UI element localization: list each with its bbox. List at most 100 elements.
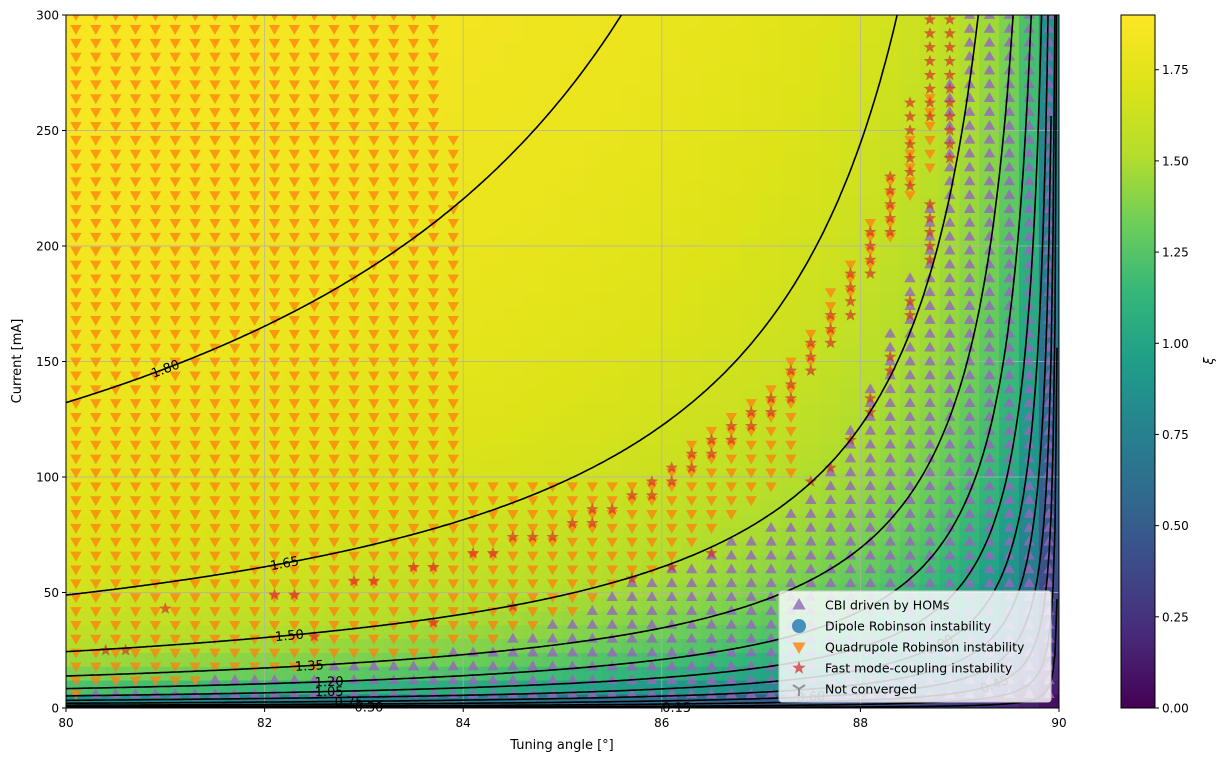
heatmap-cell <box>621 181 643 196</box>
heatmap-cell <box>740 375 762 390</box>
marker-cbi-hom <box>983 15 996 19</box>
heatmap-cell <box>562 153 583 168</box>
heatmap-cell <box>681 194 702 210</box>
heatmap-cell <box>601 70 623 85</box>
heatmap-cell <box>721 291 742 307</box>
heatmap-cell <box>363 652 385 667</box>
heatmap-cell <box>582 153 603 168</box>
heatmap-cell <box>721 388 742 404</box>
heatmap-cell <box>601 305 623 321</box>
heatmap-cell <box>820 139 841 154</box>
heatmap-cell <box>621 42 643 57</box>
heatmap-cell <box>542 278 563 293</box>
heatmap-cell <box>641 319 663 335</box>
heatmap-cell <box>601 347 623 362</box>
heatmap-cell <box>601 222 623 238</box>
heatmap-cell <box>661 402 682 418</box>
heatmap-cell <box>701 319 722 335</box>
heatmap-cell <box>701 42 722 57</box>
heatmap-cell <box>800 305 821 321</box>
heatmap-cell <box>522 291 543 307</box>
heatmap-cell <box>462 278 484 293</box>
heatmap-cell <box>800 430 821 445</box>
heatmap-cell <box>542 333 563 348</box>
heatmap-cell <box>899 236 921 251</box>
heatmap-cell <box>760 84 782 99</box>
heatmap-cell <box>820 347 841 362</box>
heatmap-cell <box>641 70 663 85</box>
heatmap-cell <box>621 278 643 293</box>
heatmap-cell <box>462 305 484 321</box>
heatmap-cell <box>701 347 722 362</box>
heatmap-cell <box>780 236 802 251</box>
heatmap-cell <box>800 125 821 141</box>
heatmap-cell <box>462 42 484 57</box>
heatmap-cell <box>820 222 841 238</box>
heatmap-cell <box>661 430 682 445</box>
heatmap-cell <box>641 97 663 113</box>
heatmap-cell <box>701 527 722 542</box>
heatmap-cell <box>840 97 861 113</box>
heatmap-cell <box>701 236 722 251</box>
heatmap-cell <box>780 111 802 127</box>
heatmap-cell <box>482 333 504 348</box>
heatmap-cell <box>701 181 722 196</box>
heatmap-cell <box>482 42 504 57</box>
heatmap-cell <box>701 15 722 30</box>
heatmap-cell <box>740 42 762 57</box>
heatmap-cell <box>582 264 603 279</box>
heatmap-cell <box>820 153 841 168</box>
heatmap-cell <box>462 181 484 196</box>
heatmap-cell <box>582 167 603 182</box>
heatmap-cell <box>462 402 484 418</box>
heatmap-cell <box>899 84 921 99</box>
heatmap-cell <box>840 84 861 99</box>
heatmap-cell <box>860 347 881 362</box>
heatmap-cell <box>740 15 762 30</box>
heatmap-cell <box>721 222 742 238</box>
heatmap-cell <box>820 97 841 113</box>
heatmap-cell <box>860 56 881 71</box>
heatmap-cell <box>721 56 742 71</box>
heatmap-cell <box>879 264 901 279</box>
heatmap-cell <box>502 402 524 418</box>
heatmap-cell <box>879 97 901 113</box>
heatmap-cell <box>681 375 702 390</box>
heatmap-cell <box>582 305 603 321</box>
heatmap-cell <box>760 15 782 30</box>
heatmap-cell <box>582 333 603 348</box>
heatmap-cell <box>542 236 563 251</box>
heatmap-cell <box>661 319 682 335</box>
heatmap-cell <box>482 181 504 196</box>
heatmap-cell <box>840 111 861 127</box>
heatmap-cell <box>780 125 802 141</box>
heatmap-cell <box>502 388 524 404</box>
colorbar-label: ξ <box>1202 357 1217 366</box>
heatmap-cell <box>522 305 543 321</box>
heatmap-cell <box>760 236 782 251</box>
heatmap-cell <box>760 111 782 127</box>
heatmap-cell <box>681 111 702 127</box>
heatmap-cell <box>522 236 543 251</box>
heatmap-cell <box>721 167 742 182</box>
heatmap-cell <box>661 347 682 362</box>
heatmap-cell <box>860 333 881 348</box>
heatmap-cell <box>601 111 623 127</box>
heatmap-cell <box>522 84 543 99</box>
heatmap-cell <box>899 56 921 71</box>
heatmap-cell <box>542 84 563 99</box>
heatmap-cell <box>542 402 563 418</box>
heatmap-cell <box>721 250 742 265</box>
heatmap-cell <box>502 375 524 390</box>
heatmap-cell <box>860 278 881 293</box>
heatmap-cell <box>740 153 762 168</box>
heatmap-cell <box>840 15 861 30</box>
heatmap-cell <box>701 222 722 238</box>
heatmap-cell <box>800 84 821 99</box>
heatmap-cell <box>840 56 861 71</box>
heatmap-cell <box>820 236 841 251</box>
heatmap-cell <box>601 458 623 473</box>
colorbar-ticks: 0.00 0.25 0.50 0.75 1.00 1.25 1.50 1.75 <box>1155 63 1189 716</box>
heatmap-cell <box>800 458 821 473</box>
heatmap-cell <box>482 361 504 376</box>
